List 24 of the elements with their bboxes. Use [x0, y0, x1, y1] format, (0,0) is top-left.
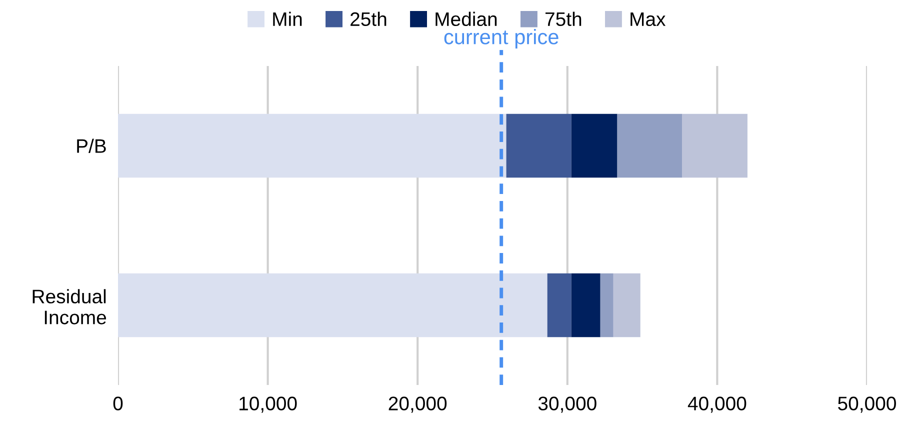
legend-label: Median: [436, 12, 497, 26]
bar: [682, 114, 748, 178]
bar: [118, 273, 548, 338]
x-tick-label: 0: [113, 396, 123, 410]
bar: [617, 114, 682, 178]
x-tick-label: 10,000: [240, 396, 297, 413]
bar: [613, 273, 640, 338]
bar: [506, 114, 572, 178]
y-tick-label: P/B: [77, 138, 106, 153]
bar: [600, 273, 614, 338]
y-tick-label: Residual Income: [32, 289, 106, 324]
legend-label: Max: [630, 12, 666, 26]
x-tick-label: 40,000: [688, 396, 746, 413]
bar: [547, 273, 572, 338]
bar: [571, 114, 618, 178]
ref-line-label: current price: [444, 29, 558, 48]
x-tick-label: 20,000: [388, 396, 447, 413]
bar: [571, 273, 600, 338]
x-tick-label: 50,000: [838, 396, 896, 413]
legend-label: Min: [273, 12, 302, 26]
legend-label: 75th: [546, 12, 582, 26]
x-tick-label: 30,000: [538, 396, 596, 413]
bar: [118, 114, 506, 178]
legend-label: 25th: [350, 12, 386, 26]
